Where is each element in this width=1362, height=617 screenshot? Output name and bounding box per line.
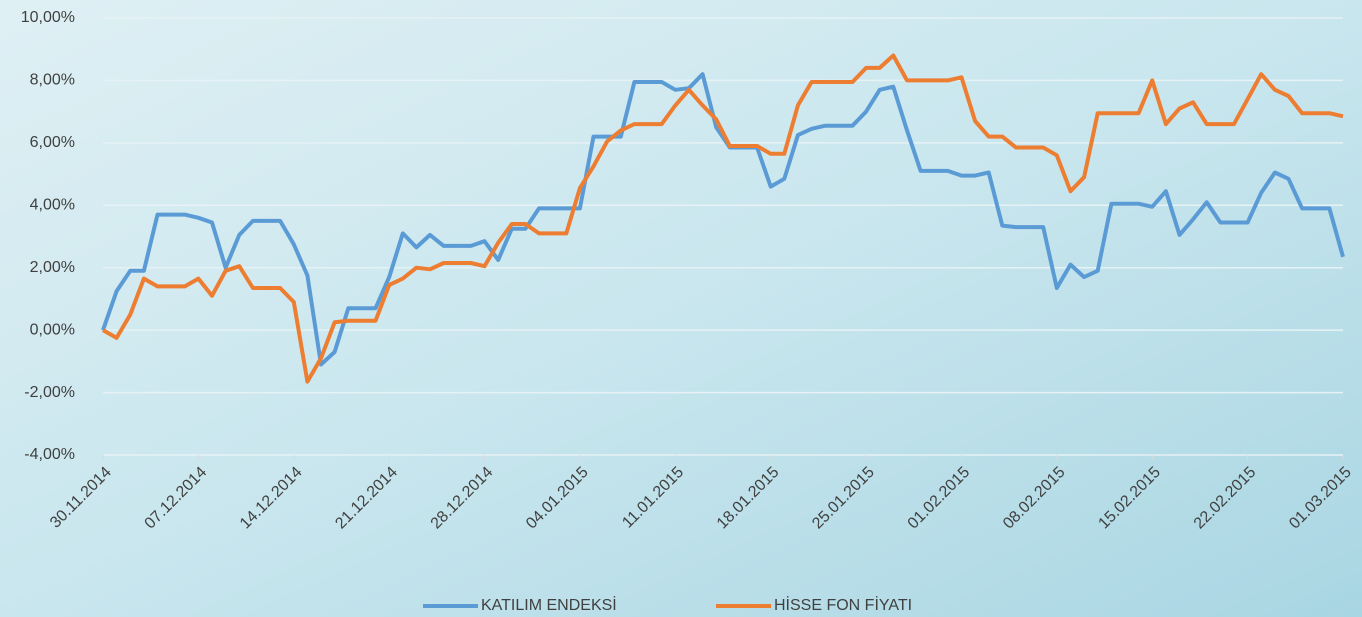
series-line [101, 72, 1345, 367]
y-tick-label: 0,00% [30, 321, 75, 338]
y-tick-label: -4,00% [24, 446, 75, 463]
y-tick-label: 4,00% [30, 197, 75, 214]
legend-label: HİSSE FON FİYATI [774, 595, 912, 614]
y-tick-label: 2,00% [30, 259, 75, 276]
series-line [102, 53, 1344, 384]
legend-label: KATILIM ENDEKSİ [481, 595, 617, 614]
y-tick-label: 10,00% [21, 9, 75, 26]
y-tick-label: 8,00% [30, 72, 75, 89]
y-tick-label: 6,00% [30, 134, 75, 151]
y-tick-label: -2,00% [24, 384, 75, 401]
